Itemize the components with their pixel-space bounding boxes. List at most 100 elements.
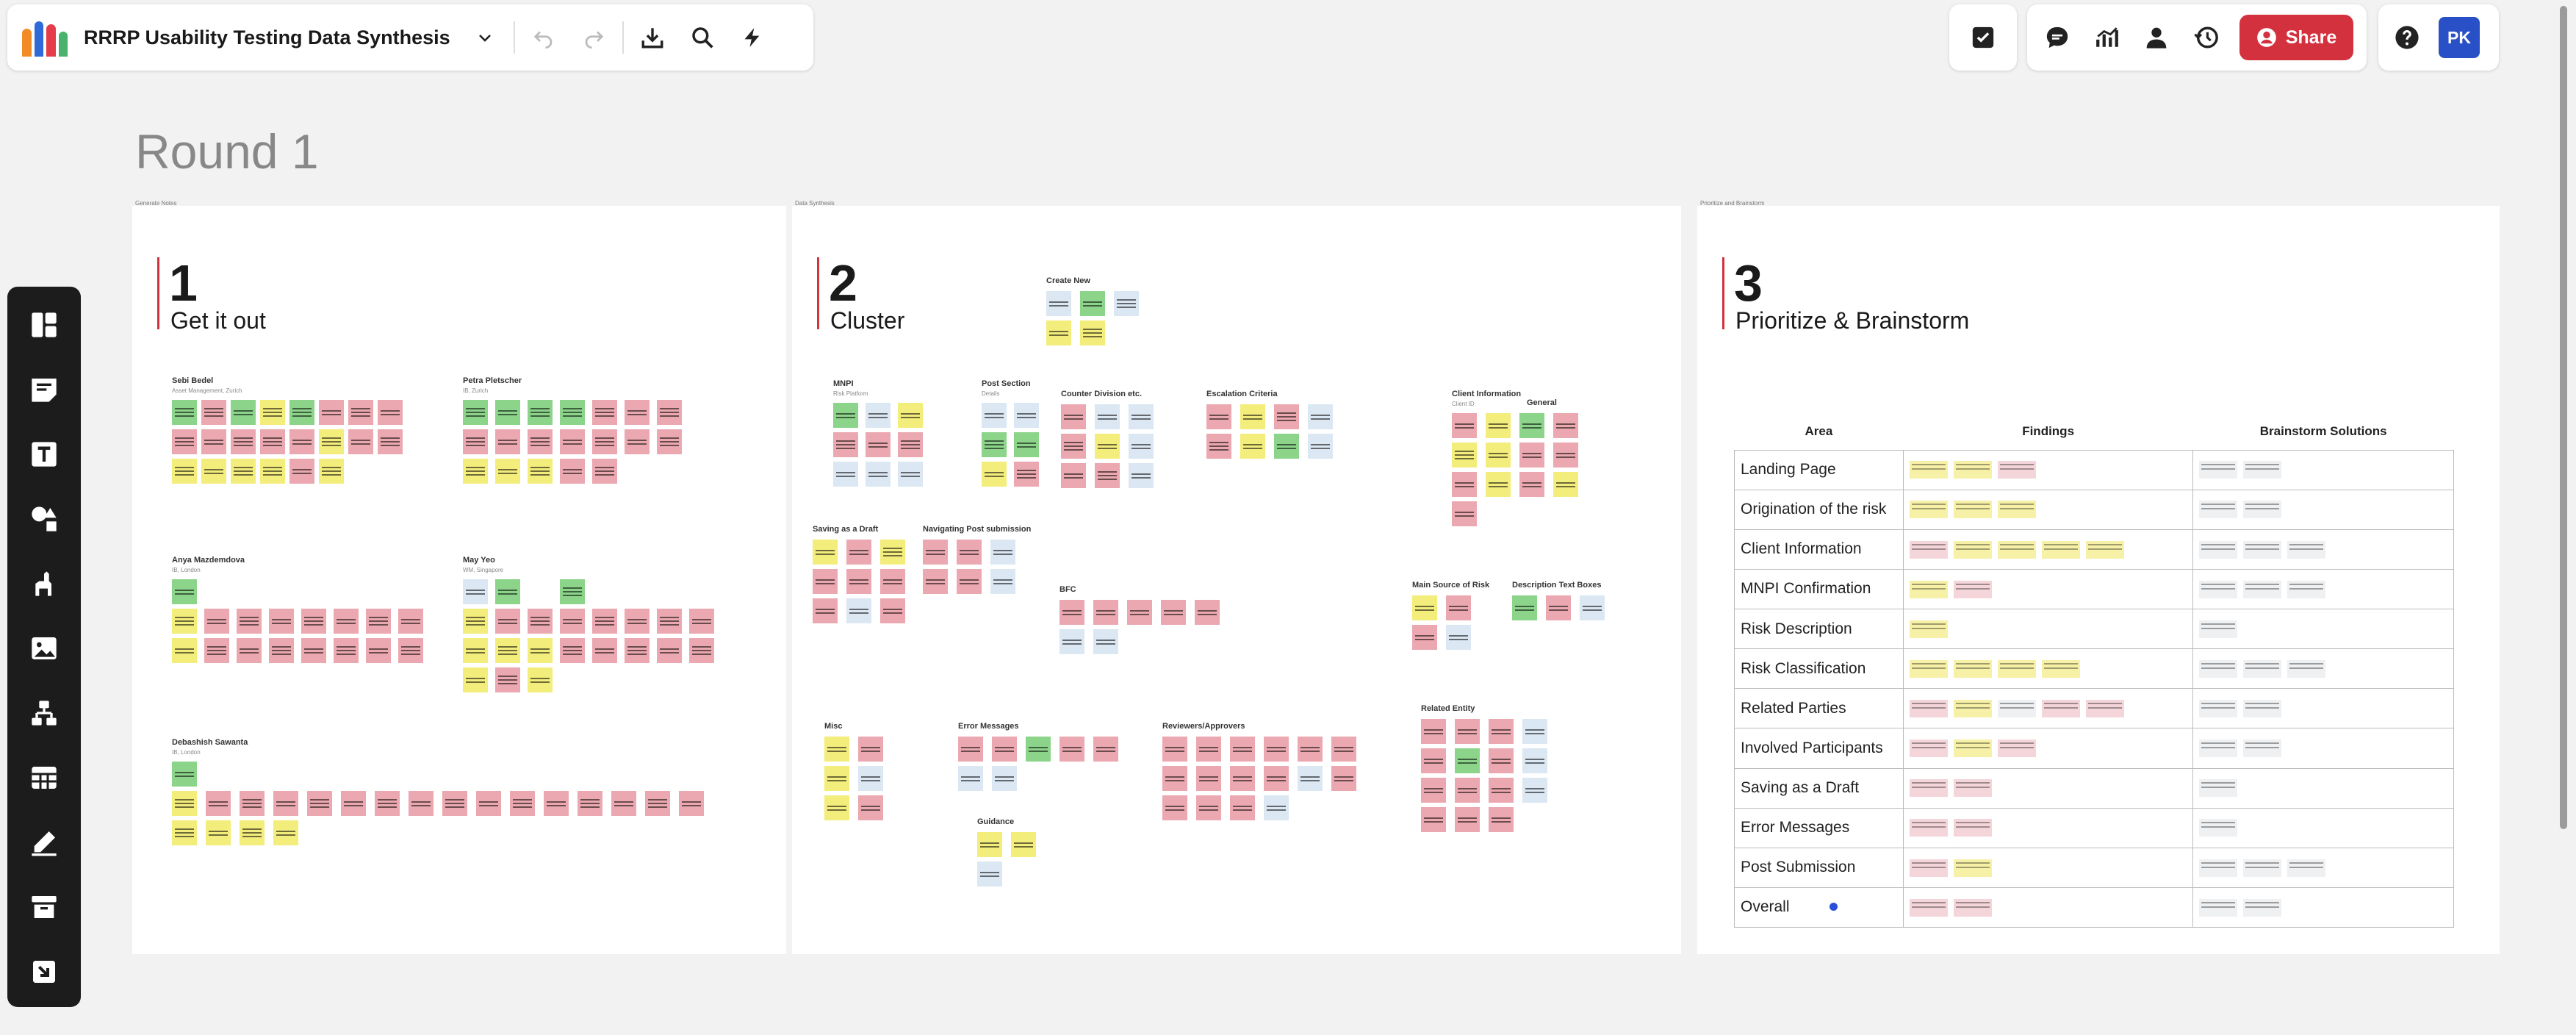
- download-icon[interactable]: [636, 21, 669, 54]
- cluster-group[interactable]: Misc: [824, 722, 888, 820]
- search-icon[interactable]: [686, 21, 719, 54]
- frame-label: Generate Notes: [135, 200, 177, 207]
- app-logo[interactable]: [22, 18, 68, 57]
- board-title[interactable]: RRRP Usability Testing Data Synthesis: [84, 26, 450, 49]
- chevron-down-icon[interactable]: [468, 21, 502, 54]
- sticky-cluster: [977, 832, 1040, 887]
- templates-icon[interactable]: [22, 303, 66, 347]
- table-row[interactable]: Landing Page: [1734, 449, 2454, 490]
- table-row[interactable]: Origination of the risk: [1734, 489, 2454, 530]
- user-avatar[interactable]: PK: [2439, 17, 2480, 58]
- table-row[interactable]: Saving as a Draft: [1734, 767, 2454, 809]
- table-row[interactable]: Overall: [1734, 887, 2454, 928]
- cluster-group[interactable]: Main Source of Risk: [1412, 581, 1489, 650]
- table-row[interactable]: Related Parties: [1734, 688, 2454, 729]
- participant-group[interactable]: Petra Pletscher IB, Zurich: [463, 376, 685, 484]
- section-accent-bar: [157, 257, 159, 329]
- participant-group[interactable]: May Yeo WM, Singapore: [463, 556, 717, 692]
- area-cell: Landing Page: [1734, 449, 1904, 490]
- cluster-group[interactable]: Reviewers/Approvers: [1162, 722, 1361, 820]
- cluster-group[interactable]: BFC: [1059, 585, 1224, 654]
- comment-icon[interactable]: [2040, 21, 2074, 54]
- group-subtitle: Asset Management, Zurich: [172, 387, 242, 394]
- group-title: Client Information: [1452, 390, 1522, 398]
- sticky-cluster: [824, 737, 888, 820]
- section-name: Prioritize & Brainstorm: [1735, 307, 1970, 334]
- table-row[interactable]: Post Submission: [1734, 847, 2454, 888]
- checkbox-icon[interactable]: [1966, 21, 2000, 54]
- llama-icon[interactable]: [22, 562, 66, 606]
- user-icon[interactable]: [2140, 21, 2173, 54]
- area-cell: Origination of the risk: [1734, 489, 1904, 530]
- share-label: Share: [2285, 26, 2337, 48]
- cluster-group[interactable]: Related Entity: [1421, 704, 1552, 832]
- prioritization-table[interactable]: Area Findings Brainstorm Solutions Landi…: [1734, 413, 2454, 928]
- table-row[interactable]: Error Messages: [1734, 807, 2454, 848]
- pen-icon[interactable]: [22, 820, 66, 864]
- image-icon[interactable]: [22, 626, 66, 670]
- redo-icon[interactable]: [577, 21, 611, 54]
- group-title: Counter Division etc.: [1061, 390, 1143, 398]
- checklist-bar: [1949, 4, 2017, 71]
- sticky-cluster: [923, 540, 1031, 594]
- history-icon[interactable]: [2190, 21, 2223, 54]
- group-subtitle: WM, Singapore: [463, 567, 504, 573]
- help-icon[interactable]: [2390, 21, 2424, 54]
- table-row[interactable]: Involved Participants: [1734, 728, 2454, 769]
- group-subtitle: IB, London: [172, 567, 201, 573]
- area-cell: Error Messages: [1734, 807, 1904, 848]
- sticky-cluster: [1412, 595, 1489, 650]
- area-cell: Related Parties: [1734, 688, 1904, 729]
- group-subtitle: IB, London: [172, 749, 201, 756]
- cluster-group[interactable]: Guidance: [977, 817, 1040, 887]
- undo-icon[interactable]: [527, 21, 561, 54]
- table-row[interactable]: MNPI Confirmation: [1734, 568, 2454, 610]
- group-title: Description Text Boxes: [1512, 581, 1602, 590]
- sticky-cluster: [463, 579, 717, 692]
- participant-group[interactable]: Debashish Sawanta IB, London: [172, 738, 708, 845]
- sticky-note-icon[interactable]: [22, 368, 66, 412]
- lightning-icon[interactable]: [735, 21, 769, 54]
- round-title[interactable]: Round 1: [135, 124, 319, 179]
- cluster-group[interactable]: Escalation Criteria: [1206, 390, 1337, 459]
- sticky-cluster: [172, 400, 403, 484]
- text-icon[interactable]: [22, 432, 66, 476]
- cluster-group[interactable]: Counter Division etc.: [1061, 390, 1158, 488]
- table-row[interactable]: Client Information: [1734, 529, 2454, 570]
- column-header: Area: [1805, 423, 1833, 438]
- area-cell: Overall: [1734, 887, 1904, 928]
- archive-icon[interactable]: [22, 885, 66, 929]
- cluster-group[interactable]: Post Section Details: [982, 379, 1042, 487]
- vertical-scrollbar[interactable]: [2560, 6, 2567, 829]
- group-title: BFC: [1059, 585, 1076, 594]
- shapes-icon[interactable]: [22, 497, 66, 541]
- cluster-group[interactable]: Client Information Client ID: [1452, 390, 1583, 526]
- cluster-group[interactable]: General: [1527, 398, 1557, 407]
- area-cell: Risk Description: [1734, 608, 1904, 650]
- table-row[interactable]: Risk Classification: [1734, 648, 2454, 690]
- sticky-cluster: [1421, 719, 1552, 832]
- chart-icon[interactable]: [2090, 21, 2124, 54]
- column-header: Findings: [2022, 423, 2075, 438]
- section-name: Get it out: [170, 307, 266, 334]
- cluster-group[interactable]: MNPI Risk Platform: [833, 379, 926, 487]
- cluster-group[interactable]: Navigating Post submission: [923, 525, 1031, 594]
- sticky-cluster: [1162, 737, 1361, 820]
- import-icon[interactable]: [22, 950, 66, 994]
- participant-group[interactable]: Sebi Bedel Asset Management, Zurich: [172, 376, 403, 484]
- table-row[interactable]: Risk Description: [1734, 608, 2454, 650]
- diagram-icon[interactable]: [22, 691, 66, 735]
- group-title: Main Source of Risk: [1412, 581, 1490, 590]
- group-title: Saving as a Draft: [813, 525, 879, 534]
- table-icon[interactable]: [22, 756, 66, 800]
- section-number: 2: [829, 254, 857, 312]
- participant-group[interactable]: Anya Mazdemdova IB, London: [172, 556, 426, 663]
- cluster-group[interactable]: Saving as a Draft: [813, 525, 910, 623]
- area-cell: MNPI Confirmation: [1734, 568, 1904, 610]
- share-button[interactable]: Share: [2239, 15, 2354, 60]
- cluster-group[interactable]: Description Text Boxes: [1512, 581, 1609, 620]
- cluster-group[interactable]: Create New: [1046, 276, 1143, 345]
- group-title: Guidance: [977, 817, 1015, 826]
- help-bar: PK: [2378, 4, 2499, 71]
- cluster-group[interactable]: Error Messages: [958, 722, 1123, 791]
